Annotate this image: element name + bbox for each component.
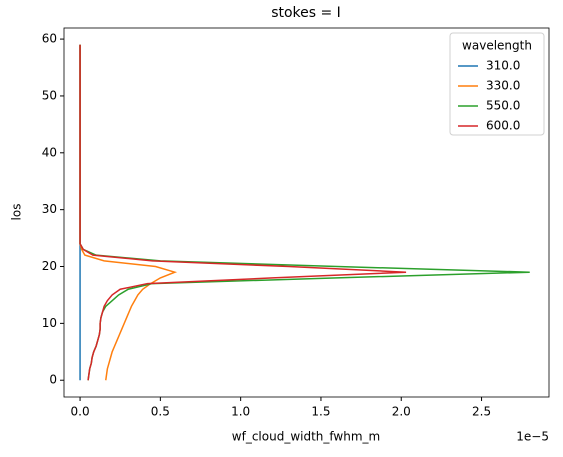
data-line xyxy=(79,44,178,381)
y-tick-label: 30 xyxy=(42,202,57,216)
x-offset-label: 1e−5 xyxy=(516,430,549,444)
x-axis-label: wf_cloud_width_fwhm_m xyxy=(232,430,380,444)
y-tick-label: 50 xyxy=(42,88,57,102)
y-tick-label: 20 xyxy=(42,259,57,273)
x-tick-label: 2.5 xyxy=(472,405,491,419)
plot-frame xyxy=(63,27,550,398)
x-tick-label: 1.0 xyxy=(231,405,250,419)
legend-label: 330.0 xyxy=(486,79,520,93)
y-tick-label: 0 xyxy=(49,373,57,387)
legend-box xyxy=(449,32,545,136)
legend-label: 600.0 xyxy=(486,119,520,133)
legend-label: 310.0 xyxy=(486,59,520,73)
legend-title: wavelength xyxy=(462,39,532,53)
y-tick-label: 60 xyxy=(42,32,57,46)
y-tick-label: 10 xyxy=(42,316,57,330)
x-tick-label: 2.0 xyxy=(392,405,411,419)
y-tick-label: 40 xyxy=(42,145,57,159)
y-axis-label: los xyxy=(10,204,24,221)
x-tick-label: 0.5 xyxy=(151,405,170,419)
legend-label: 550.0 xyxy=(486,99,520,113)
x-tick-label: 1.5 xyxy=(311,405,330,419)
x-tick-label: 0.0 xyxy=(71,405,90,419)
chart-title: stokes = I xyxy=(271,5,341,21)
data-line xyxy=(79,44,407,381)
